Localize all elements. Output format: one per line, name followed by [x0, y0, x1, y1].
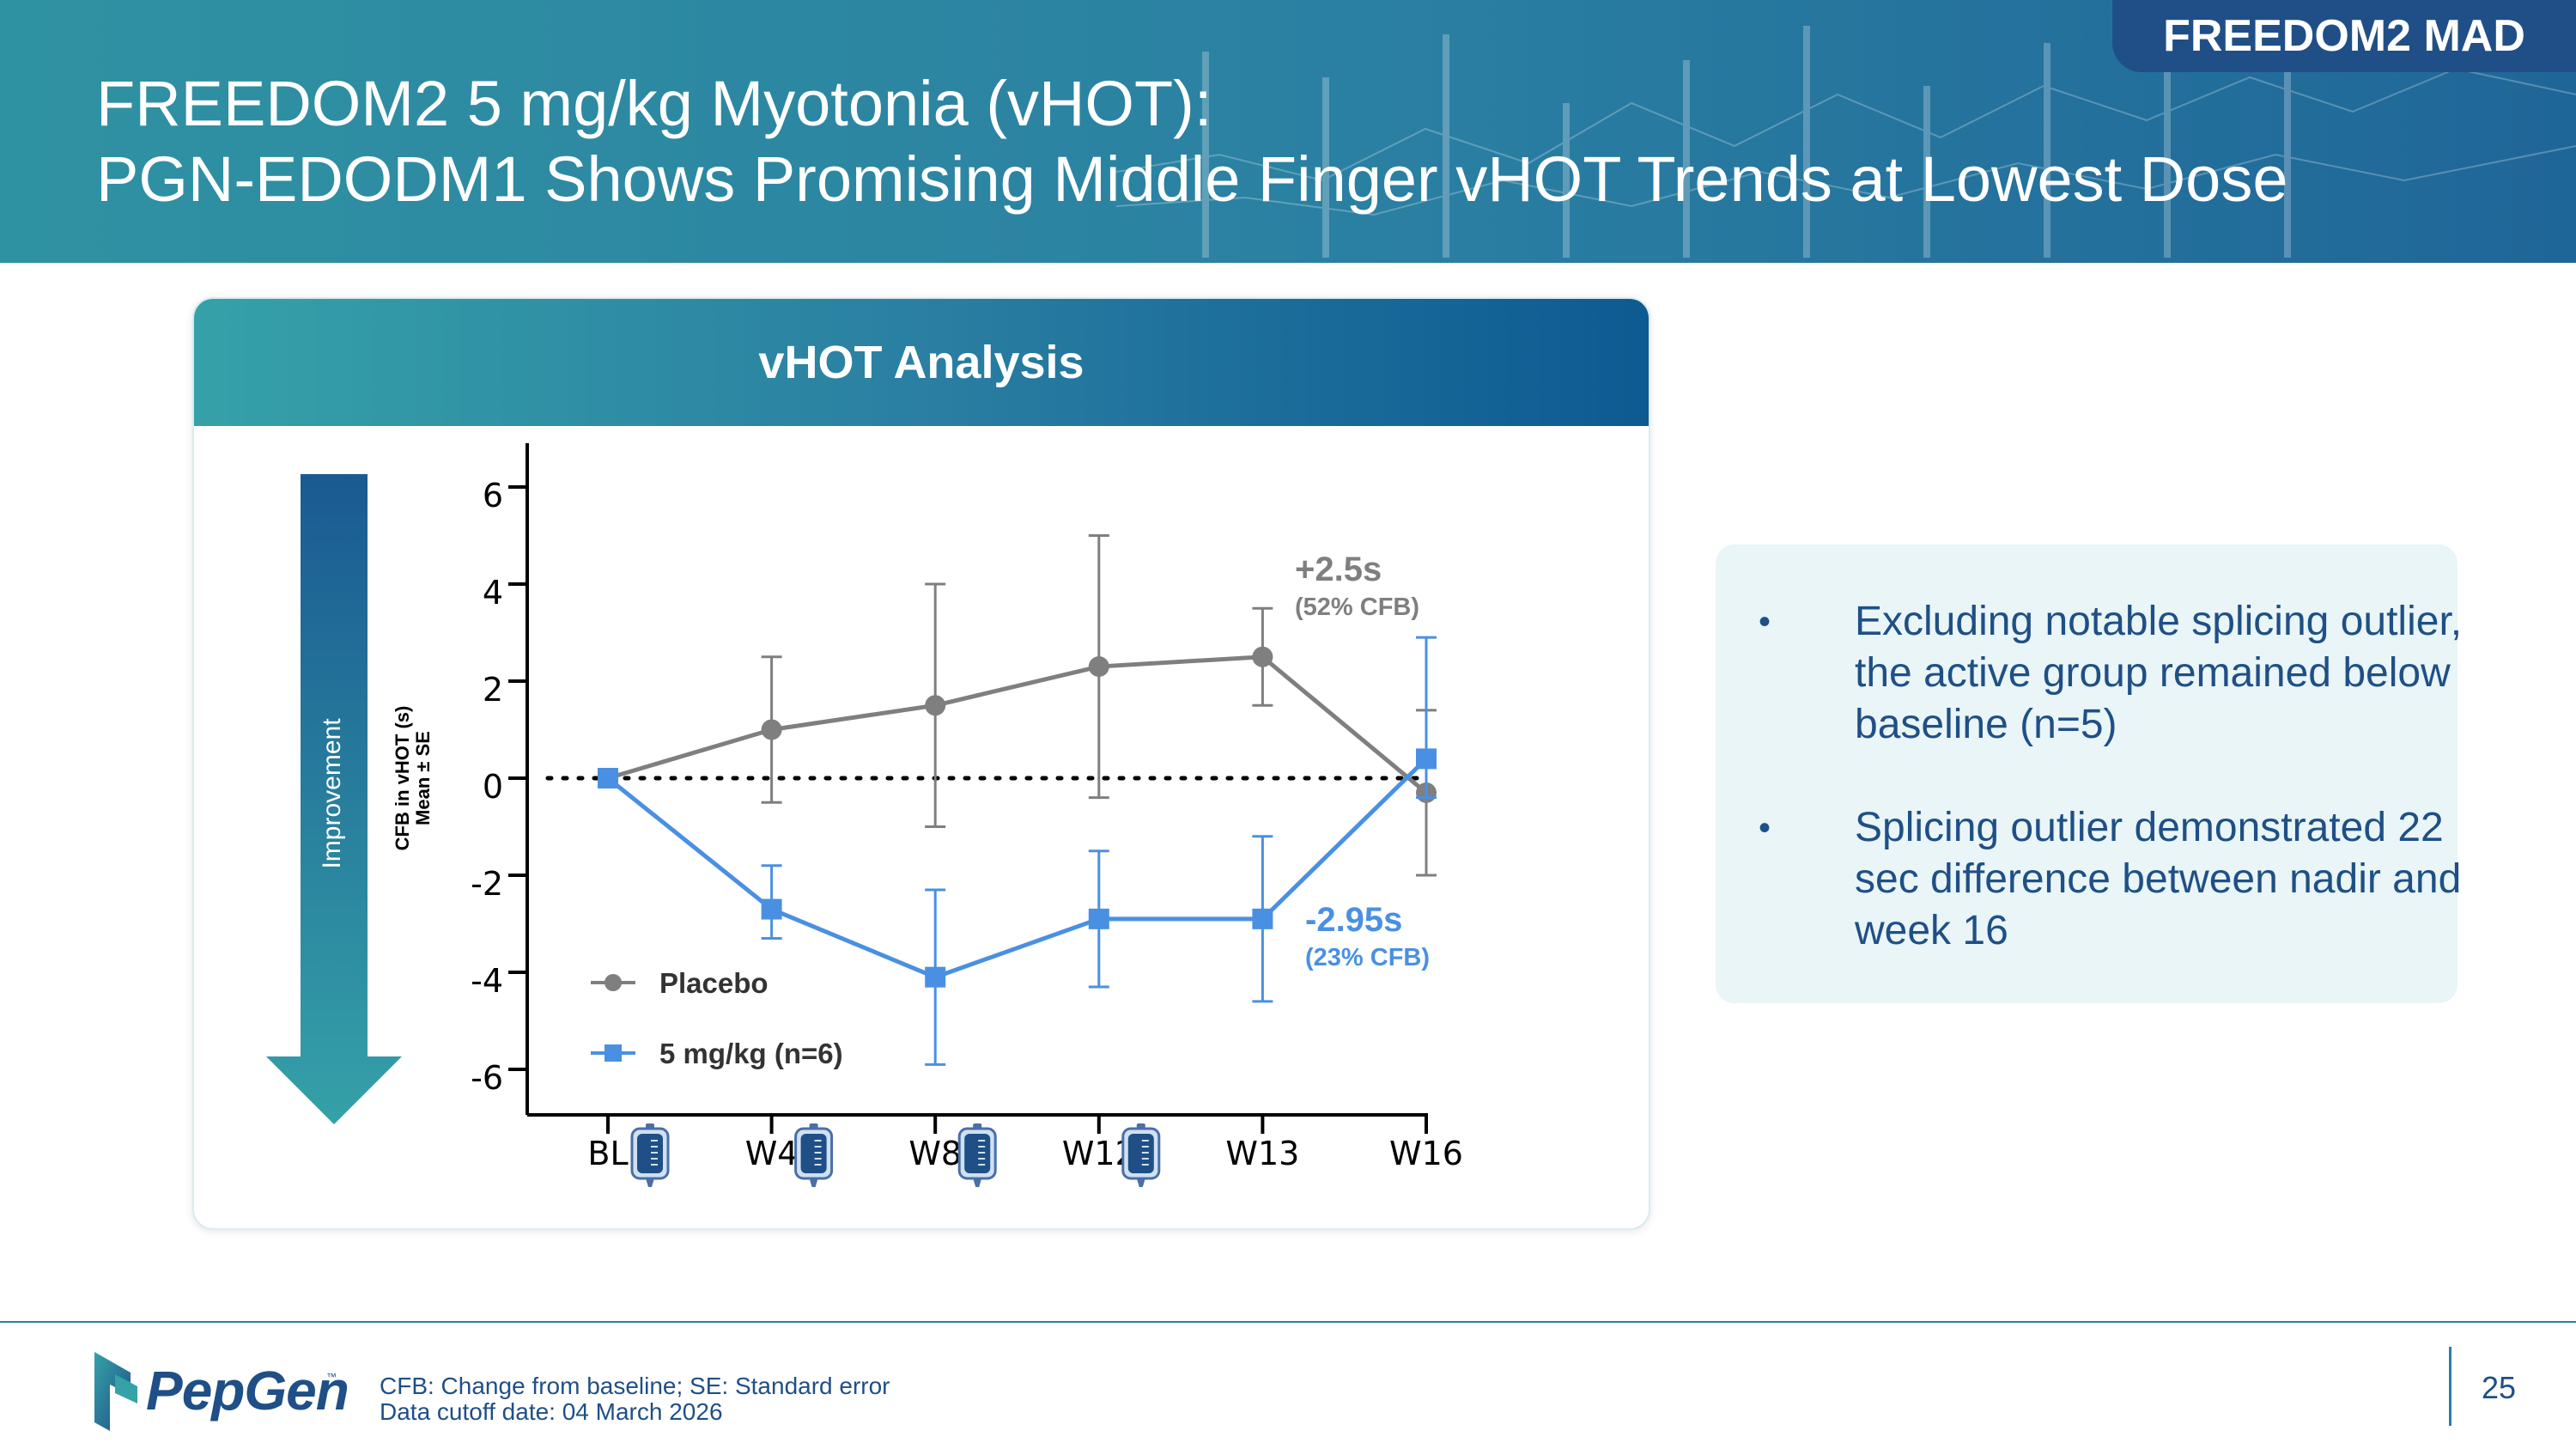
data-point-5mgkg: [761, 898, 782, 920]
data-point-placebo: [761, 719, 782, 740]
y-tick-label: -2: [471, 865, 503, 903]
x-tick-label: W16: [1389, 1135, 1463, 1172]
x-tick-label: W4: [745, 1135, 799, 1172]
x-tick-label: BL: [587, 1135, 628, 1172]
data-point-5mgkg: [1252, 908, 1273, 929]
iv-bag-icon: [630, 1123, 670, 1189]
iv-bag-icon: [957, 1123, 997, 1189]
active-delta-subannotation: (23% CFB): [1305, 944, 1430, 971]
x-tick-label: W13: [1225, 1135, 1299, 1172]
down-arrow-icon: [266, 474, 402, 1124]
vhot-line-chart: Improvement CFB in vHOT (s) Mean ± SE 6 4…: [266, 443, 1463, 1189]
data-point-5mgkg: [1088, 908, 1109, 929]
slide-title-line1: FREEDOM2 5 mg/kg Myotonia (vHOT):: [96, 68, 1212, 139]
iv-bag-icon: [794, 1123, 834, 1189]
legend-marker-5mgkg: [605, 1044, 622, 1062]
slide-title-line2: PGN-EDODM1 Shows Promising Middle Finger…: [96, 143, 2288, 215]
slide-header: FREEDOM2 5 mg/kg Myotonia (vHOT): PGN-ED…: [0, 0, 2576, 263]
bullet-glyph: •: [1759, 603, 1771, 641]
x-tick-label: W8: [908, 1135, 962, 1172]
improvement-label: Improvement: [318, 718, 346, 869]
y-tick-label: 6: [483, 477, 503, 514]
active-delta-annotation: -2.95s: [1305, 901, 1402, 939]
card-header: vHOT Analysis: [194, 299, 1649, 426]
data-point-placebo: [1088, 656, 1109, 678]
data-point-5mgkg: [1416, 748, 1437, 770]
footnote-cutoff-date: Data cutoff date: 04 March 2026: [380, 1398, 723, 1425]
legend-label-5mgkg: 5 mg/kg (n=6): [659, 1038, 843, 1069]
y-tick-label: -4: [471, 962, 503, 1000]
bullet-text: Splicing outlier demonstrated 22 sec dif…: [1855, 805, 2462, 953]
logo-wordmark: PepGen: [146, 1360, 349, 1422]
data-point-5mgkg: [598, 768, 618, 788]
data-point-placebo: [1252, 646, 1273, 667]
legend-marker-placebo: [605, 974, 622, 991]
data-point-placebo: [925, 695, 946, 716]
y-tick-label: 4: [483, 574, 503, 612]
y-tick-label: 2: [483, 671, 503, 709]
iv-bag-icon: [1121, 1123, 1161, 1189]
header-decoration: [1116, 26, 2576, 258]
series-line-5mgkg: [606, 757, 1428, 980]
footnote-abbreviations: CFB: Change from baseline; SE: Standard …: [380, 1373, 890, 1399]
bullet-glyph: •: [1759, 809, 1771, 847]
legend-label-placebo: Placebo: [659, 967, 769, 999]
chart-legend: Placebo 5 mg/kg (n=6): [591, 967, 843, 1069]
bullet-text: Excluding notable splicing outlier, the …: [1855, 599, 2463, 747]
page-number: 25: [2482, 1370, 2517, 1405]
key-findings-box: • Excluding notable splicing outlier, th…: [1716, 545, 2462, 1003]
footer-rule: [0, 1321, 2576, 1323]
y-tick-label: -6: [471, 1059, 503, 1097]
y-axis-sublabel: Mean ± SE: [412, 731, 434, 825]
logo-trademark: ™: [326, 1371, 337, 1383]
chart-card: vHOT Analysis: [192, 297, 1650, 1230]
improvement-arrow: Improvement: [266, 474, 402, 1124]
data-point-5mgkg: [925, 966, 946, 988]
placebo-delta-subannotation: (52% CFB): [1295, 594, 1419, 621]
placebo-delta-annotation: +2.5s: [1295, 551, 1382, 588]
study-badge: FREEDOM2 MAD: [2112, 0, 2576, 72]
series-line-placebo: [607, 654, 1428, 795]
pepgen-logo-icon: [94, 1352, 137, 1431]
y-axis-label: CFB in vHOT (s): [392, 706, 413, 851]
y-tick-label: 0: [483, 768, 503, 806]
page-number-divider: [2449, 1347, 2451, 1426]
